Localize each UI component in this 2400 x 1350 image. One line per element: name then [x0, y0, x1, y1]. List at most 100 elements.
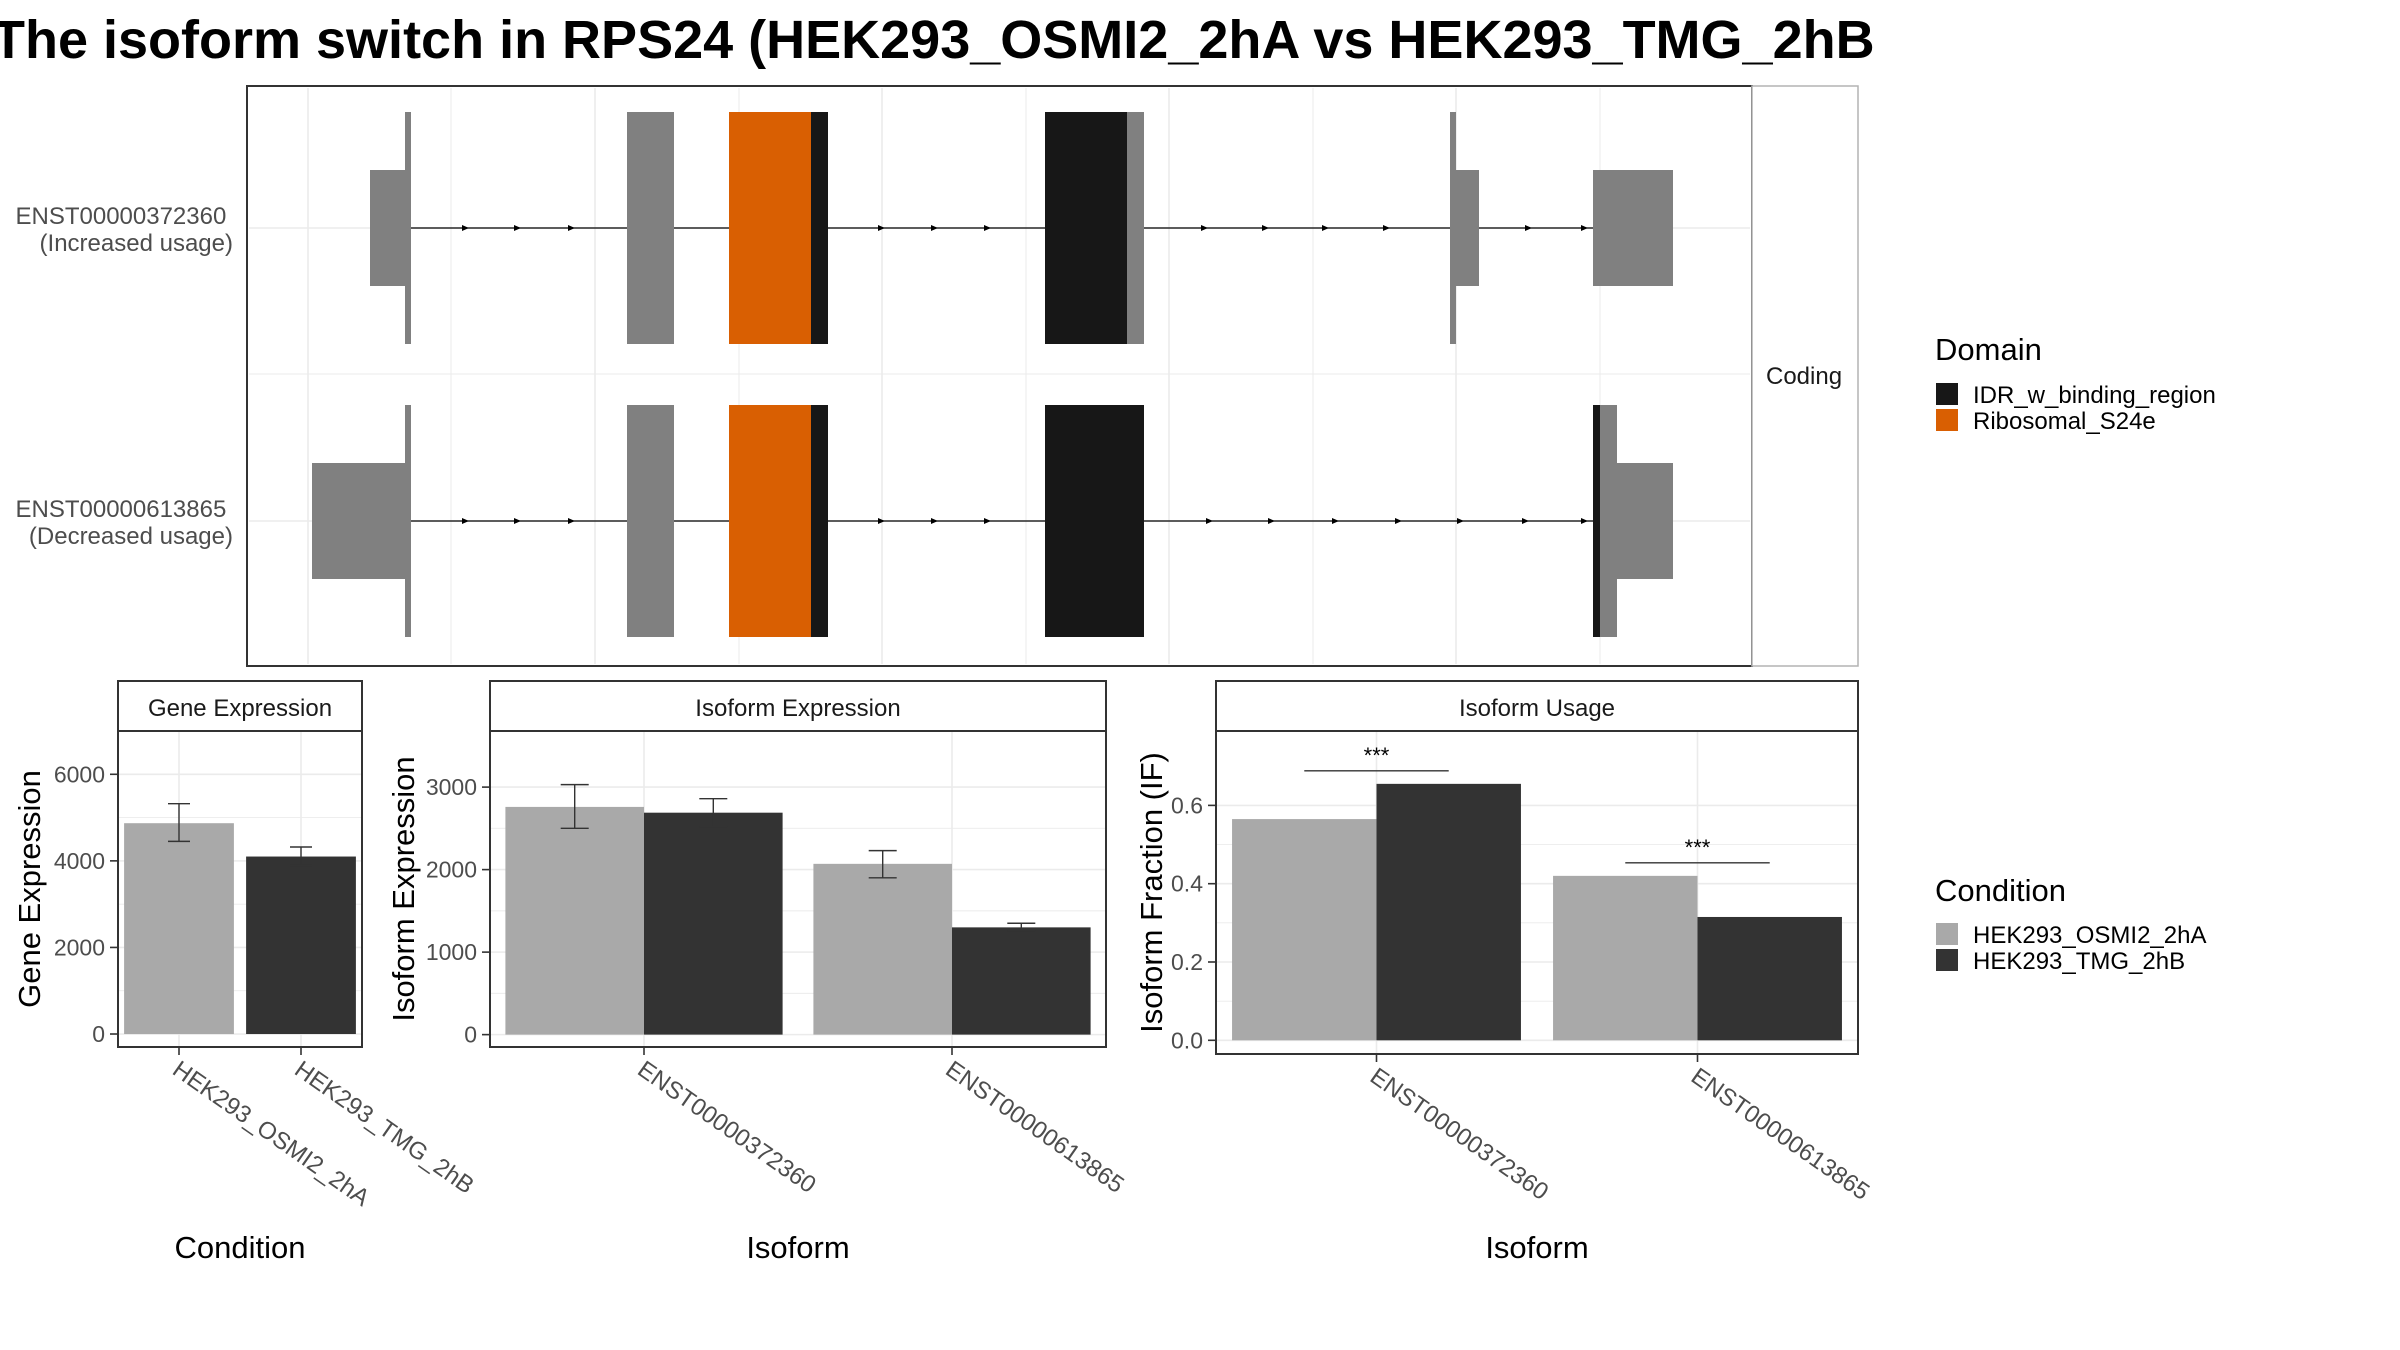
- exon-utr: [1455, 170, 1479, 286]
- x-tick-label: ENST00000613865: [941, 1056, 1129, 1199]
- bar-enst00000372360-cond-a: [505, 806, 644, 1035]
- domain-ribosomal-s24e: [729, 405, 811, 637]
- strip-coding: [1751, 85, 1859, 667]
- strand-arrow: [931, 225, 938, 231]
- panel-strip: [489, 680, 1107, 732]
- transcript-label-2-usage: (Decreased usage): [29, 523, 233, 550]
- transcript-label-1-id: ENST00000372360: [15, 203, 226, 230]
- domain-idr-binding-region: [811, 405, 828, 637]
- y-tick-label: 0.0: [1171, 1027, 1203, 1053]
- bar-hek293-tmg-2hb: [246, 856, 356, 1035]
- legend-domain-label-idr: IDR_w_binding_region: [1973, 382, 2216, 409]
- transcript-label-2: ENST00000613865 (Decreased usage): [15, 496, 233, 550]
- legend-condition-key-b: [1936, 949, 1958, 971]
- strand-arrow: [1383, 225, 1390, 231]
- bar-enst00000372360-cond-a: [1232, 819, 1377, 1041]
- legend-condition: Condition HEK293_OSMI2_2hA HEK293_TMG_2h…: [1935, 873, 2206, 975]
- strand-arrow: [1322, 225, 1329, 231]
- y-tick-label: 0.2: [1171, 949, 1203, 975]
- strand-arrow: [462, 518, 469, 524]
- legend-domain-key-ribosomal: [1936, 409, 1958, 431]
- strand-arrow: [1201, 225, 1208, 231]
- strand-arrow: [1332, 518, 1339, 524]
- significance-label: ***: [1364, 743, 1390, 768]
- error-bar: [868, 849, 897, 879]
- strip-coding-label: Coding: [1766, 363, 1842, 390]
- y-tick-label: 2000: [426, 857, 477, 883]
- strand-arrow: [1268, 518, 1275, 524]
- panel-strip-title: Gene Expression: [148, 695, 332, 722]
- strand-arrow: [514, 518, 521, 524]
- panel-strip: [117, 680, 363, 732]
- transcript-panel-background: [247, 86, 1752, 666]
- y-tick-label: 0.4: [1171, 871, 1203, 897]
- legend-condition-key-a: [1936, 923, 1958, 945]
- domain-ribosomal-s24e: [729, 112, 811, 344]
- significance-label: ***: [1685, 835, 1711, 860]
- transcript-structure-1: [370, 112, 1673, 344]
- y-axis-title: Isoform Fraction (IF): [1134, 752, 1169, 1033]
- strand-arrow: [1525, 225, 1532, 231]
- y-tick-label: 0.6: [1171, 792, 1203, 818]
- strand-arrow: [1206, 518, 1213, 524]
- x-tick-label: ENST00000613865: [1686, 1063, 1874, 1206]
- legend-domain-title: Domain: [1935, 332, 2042, 367]
- x-tick-label: ENST00000372360: [1365, 1063, 1553, 1206]
- domain-idr-binding-region: [1593, 405, 1600, 637]
- panel-strip-title: Isoform Usage: [1459, 695, 1615, 722]
- error-bar: [1007, 922, 1036, 932]
- strand-arrow: [1522, 518, 1529, 524]
- panel-strip: [1215, 680, 1859, 732]
- legend-domain-key-idr: [1936, 383, 1958, 405]
- bar-enst00000372360-cond-b: [1376, 783, 1521, 1041]
- panel-gene: Gene Expression 0 2000 4000 6000 Gene Express…: [12, 680, 479, 1265]
- exon-cds: [1127, 112, 1144, 344]
- legend-condition-label-a: HEK293_OSMI2_2hA: [1973, 922, 2206, 949]
- figure-title: The isoform switch in RPS24 (HEK293_OSMI…: [0, 10, 1875, 70]
- exon-cds: [627, 405, 674, 637]
- exon-utr: [312, 463, 407, 579]
- strand-arrow: [931, 518, 938, 524]
- strand-arrow: [1395, 518, 1402, 524]
- domain-idr-binding-region: [1045, 405, 1144, 637]
- y-tick-label: 3000: [426, 774, 477, 800]
- transcript-panel: Coding ENST00000372360 (Increased usage)…: [15, 85, 1859, 667]
- panel-strip-title: Isoform Expression: [695, 695, 900, 722]
- strand-arrow: [984, 225, 991, 231]
- bar-chart-panels: Gene Expression 0 2000 4000 6000 Gene Express…: [12, 680, 1874, 1265]
- exon-cds: [627, 112, 674, 344]
- exon-cds: [1600, 405, 1617, 637]
- error-bar: [699, 797, 728, 828]
- exon-utr: [370, 170, 406, 286]
- strand-arrow: [878, 225, 885, 231]
- strand-arrow: [1581, 225, 1588, 231]
- x-tick-label: ENST00000372360: [633, 1056, 821, 1199]
- transcript-structures: [312, 112, 1673, 637]
- exon-utr: [1593, 170, 1673, 286]
- legend-condition-title: Condition: [1935, 873, 2066, 908]
- exon-cds: [405, 405, 411, 637]
- exon-cds: [405, 112, 411, 344]
- bar-enst00000613865-cond-a: [813, 863, 952, 1035]
- y-tick-label: 1000: [426, 939, 477, 965]
- strand-arrow: [568, 518, 575, 524]
- bar-enst00000613865-cond-a: [1553, 875, 1698, 1041]
- exon-utr: [1616, 463, 1673, 579]
- bar-enst00000613865-cond-b: [1697, 916, 1842, 1041]
- strand-arrow: [878, 518, 885, 524]
- x-axis-title: Isoform: [746, 1230, 849, 1265]
- legend-domain: Domain IDR_w_binding_region Ribosomal_S2…: [1935, 332, 2216, 435]
- strand-arrow: [984, 518, 991, 524]
- strand-arrow: [514, 225, 521, 231]
- error-bar: [560, 783, 589, 830]
- y-axis-title: Isoform Expression: [386, 756, 421, 1021]
- transcript-structure-2: [312, 405, 1673, 637]
- y-tick-label: 0: [92, 1021, 105, 1047]
- exon-cds: [1450, 112, 1456, 344]
- strand-arrow: [568, 225, 575, 231]
- error-bar: [290, 846, 312, 867]
- legend-condition-label-b: HEK293_TMG_2hB: [1973, 948, 2185, 975]
- x-tick-label: HEK293_OSMI2_2hA: [168, 1056, 375, 1212]
